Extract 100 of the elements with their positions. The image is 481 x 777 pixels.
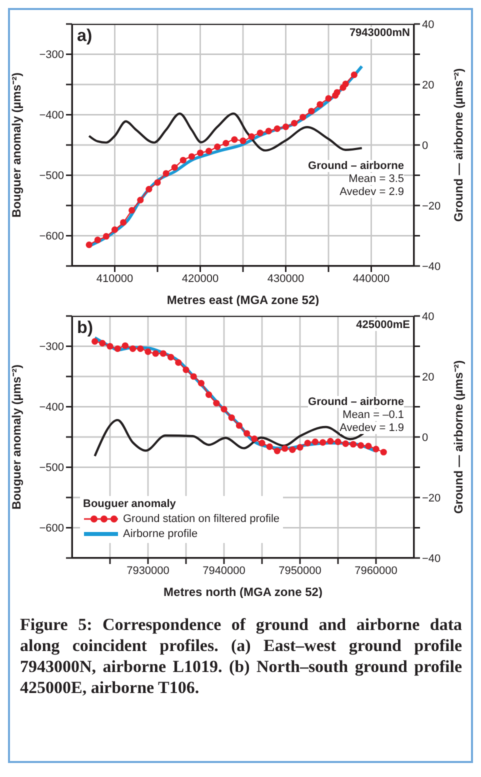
point: [231, 136, 238, 143]
point: [220, 406, 228, 412]
point: [325, 95, 332, 102]
y2-tick-label: 0: [422, 140, 428, 152]
x-tick-label: 7960000: [354, 564, 398, 577]
y2-axis-title: Ground — airborne (µms⁻²): [451, 360, 466, 514]
y-tick-label: −500: [39, 462, 64, 474]
point: [94, 236, 101, 244]
point: [316, 101, 324, 108]
y2-axis-title: Ground — airborne (µms⁻²): [451, 68, 466, 222]
point: [289, 446, 296, 454]
point: [282, 124, 290, 130]
point: [92, 338, 98, 345]
point: [86, 242, 92, 248]
point: [99, 340, 106, 347]
y-axis-title: Bouguer anomaly (µms⁻²): [9, 72, 24, 218]
point: [206, 148, 212, 154]
x-tick-label: 440000: [352, 272, 390, 285]
point: [327, 438, 334, 445]
y-tick-label: −600: [39, 230, 64, 243]
point: [180, 156, 186, 164]
point: [196, 150, 204, 156]
text: Ground – airborne: [308, 396, 404, 408]
point: [188, 153, 195, 160]
legend-label: Airborne profile: [122, 527, 199, 542]
point: [372, 446, 380, 452]
point: [236, 422, 242, 429]
point: [111, 226, 118, 233]
point: [274, 448, 280, 454]
chart-title: a): [77, 26, 92, 46]
x-tick-label: 430000: [267, 272, 304, 285]
point: [350, 440, 356, 448]
y-tick-label: −600: [39, 522, 64, 535]
line-series: [88, 112, 363, 152]
point: [122, 342, 128, 349]
y2-tick-label: −20: [422, 200, 441, 212]
point: [365, 442, 372, 450]
point: [291, 120, 298, 127]
legend-title: Bouguer anomaly: [83, 497, 177, 512]
annotation: Mean = 3.5: [348, 173, 404, 186]
point: [248, 133, 255, 140]
y-axis-title: Bouguer anomaly (µms⁻²): [9, 364, 24, 510]
point: [300, 114, 306, 120]
point: [251, 436, 258, 442]
y-tick-label: −300: [39, 341, 64, 354]
chart-subtitle: 425000mE: [356, 319, 410, 331]
point: [380, 448, 387, 456]
point: [160, 350, 166, 357]
point: [258, 440, 266, 446]
x-tick-label: 420000: [182, 272, 219, 285]
point: [198, 380, 204, 386]
point: [312, 438, 318, 446]
x-tick-label: 7930000: [126, 564, 170, 577]
point: [146, 186, 152, 192]
point: [144, 348, 152, 355]
y2-tick-label: 0: [422, 432, 428, 444]
chart-subtitle: 7943000mN: [349, 27, 410, 39]
chart-title: b): [77, 318, 94, 338]
point: [266, 443, 273, 450]
y-tick-label: −400: [39, 402, 64, 414]
point: [308, 108, 315, 114]
point: [222, 140, 230, 146]
x-tick-label: 7950000: [278, 564, 322, 577]
caption: Figure 5: Correspondence of ground and airborne data along coincident profiles. (a) East–west ground profile 7943000N, airborne L1019. (b) North–south ground profile 425000E, airborne T106.: [20, 614, 462, 698]
point: [206, 391, 212, 398]
point: [334, 438, 342, 446]
x-tick-label: 7940000: [202, 564, 246, 577]
y-tick-label: −500: [39, 170, 64, 182]
point: [350, 72, 358, 78]
annotation: Mean = –0.1: [342, 409, 404, 422]
point: [334, 89, 340, 96]
y2-tick-label: 20: [422, 371, 434, 384]
point: [358, 442, 364, 449]
point: [171, 164, 178, 171]
point: [137, 196, 144, 204]
point: [228, 414, 235, 421]
y2-tick-label: −20: [422, 492, 441, 504]
point: [244, 430, 250, 437]
annotation: Avedev = 2.9: [340, 186, 404, 198]
x-tick-label: 410000: [96, 272, 134, 285]
point: [162, 170, 170, 177]
point: [114, 345, 121, 352]
point: [154, 179, 161, 186]
point: [130, 345, 136, 352]
point: [175, 359, 182, 366]
point: [282, 445, 288, 452]
point: [256, 130, 264, 136]
point: [213, 400, 220, 406]
y2-tick-label: 20: [422, 79, 434, 92]
point: [168, 354, 174, 360]
y2-tick-label: −40: [422, 260, 441, 273]
point: [265, 128, 272, 134]
point: [102, 233, 110, 240]
y2-tick-label: 40: [422, 310, 434, 323]
point: [304, 440, 311, 446]
point: [190, 373, 197, 380]
point: [182, 366, 190, 374]
annotation: Avedev = 1.9: [340, 422, 404, 434]
y2-tick-label: −40: [422, 552, 441, 565]
y-tick-label: −300: [39, 49, 64, 62]
